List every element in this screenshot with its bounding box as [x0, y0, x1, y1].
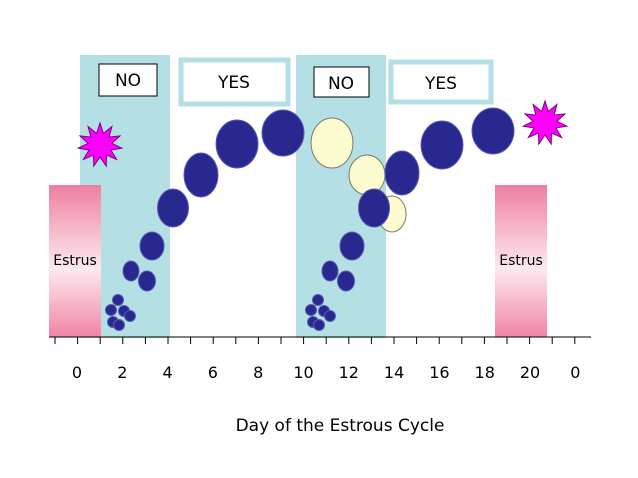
follicle [337, 270, 355, 292]
follicle [215, 119, 259, 169]
follicle [138, 270, 156, 292]
follicle [183, 152, 219, 198]
follicle-small [112, 294, 124, 306]
starburst-shape [521, 99, 569, 146]
follicle [139, 231, 165, 261]
regressing-follicle [310, 117, 354, 169]
starburst-icon [76, 121, 124, 168]
x-axis-tick-label: 0 [570, 363, 580, 382]
starburst-shape [76, 121, 124, 168]
estrus-label-left: Estrus [53, 253, 97, 269]
phase-box-no-2: NO [313, 66, 370, 98]
x-axis-title: Day of the Estrous Cycle [236, 416, 445, 436]
follicle [384, 150, 420, 196]
x-axis-tick-label: 20 [520, 363, 540, 382]
follicle-small [105, 304, 117, 316]
x-axis-tick-label: 10 [293, 363, 313, 382]
follicle [420, 120, 464, 170]
follicle-wave-1 [105, 109, 305, 331]
follicle-small [312, 294, 324, 306]
follicle-small [305, 304, 317, 316]
estrus-label-right: Estrus [499, 253, 543, 269]
x-axis-tick-label: 14 [384, 363, 404, 382]
phase-box-no-2-label: NO [328, 74, 354, 94]
follicle [157, 188, 189, 228]
follicle-wave-2 [305, 107, 515, 331]
follicle [261, 109, 305, 157]
x-axis-tick-label: 4 [163, 363, 173, 382]
follicle [321, 260, 339, 282]
follicle [471, 107, 515, 155]
x-axis: 0 2 4 6 8 10 12 14 16 18 20 0 [49, 336, 591, 382]
x-axis-tick-label: 18 [475, 363, 495, 382]
x-axis-tick-label: 12 [339, 363, 359, 382]
estrus-bar-left [49, 185, 101, 337]
x-axis-tick-label: 2 [117, 363, 127, 382]
x-axis-tick-label: 16 [429, 363, 449, 382]
follicle [358, 188, 390, 228]
follicle-small [313, 319, 325, 331]
starburst-icon [521, 99, 569, 146]
follicle [122, 260, 140, 282]
phase-box-yes-2-label: YES [424, 74, 457, 94]
phase-box-no-1: NO [98, 63, 158, 97]
follicle-small [124, 310, 136, 322]
follicle-small [324, 310, 336, 322]
x-axis-ticks: 0 2 4 6 8 10 12 14 16 18 20 0 [54, 337, 580, 382]
regressing-follicle [348, 154, 386, 196]
phase-box-yes-1: YES [178, 57, 291, 107]
estrus-bar-right [495, 185, 547, 337]
follicle [339, 231, 365, 261]
phase-box-no-1-label: NO [115, 71, 141, 91]
follicle-small [113, 319, 125, 331]
x-axis-tick-label: 6 [208, 363, 218, 382]
x-axis-tick-label: 0 [72, 363, 82, 382]
x-axis-tick-label: 8 [253, 363, 263, 382]
phase-box-yes-2: YES [388, 59, 494, 105]
phase-box-yes-1-label: YES [217, 73, 250, 93]
